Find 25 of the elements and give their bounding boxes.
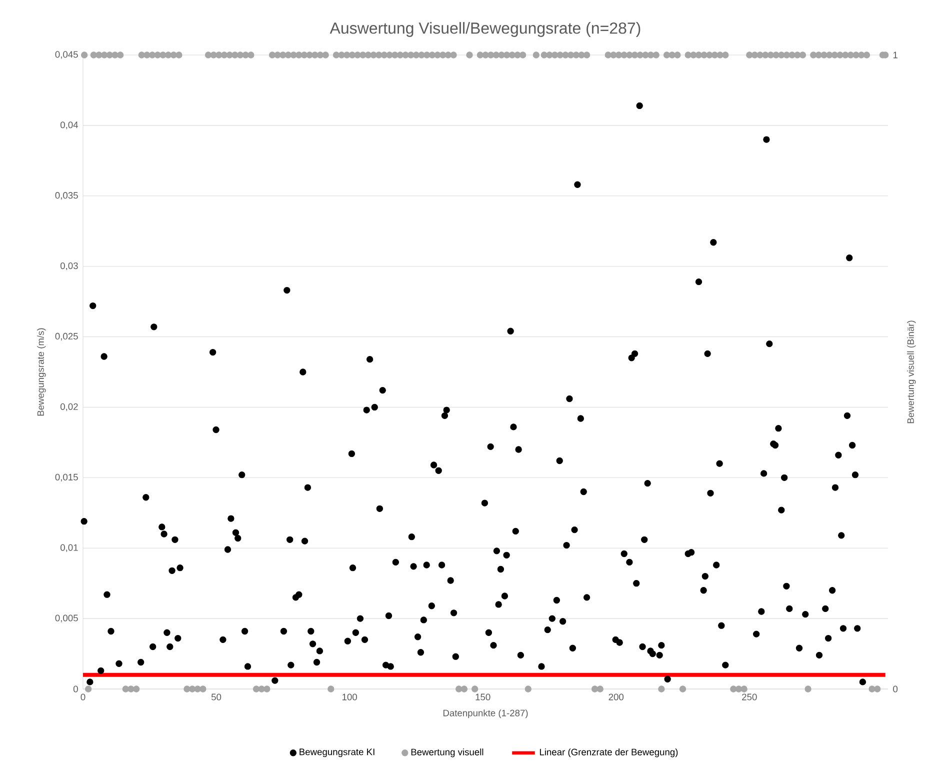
y-tick-label: 0,01 xyxy=(60,544,78,552)
x-tick-label: 50 xyxy=(211,694,222,700)
chart-title: Auswertung Visuell/Bewegungsrate (n=287) xyxy=(330,22,640,37)
y-tick-label: 0 xyxy=(73,686,78,692)
y-tick-label: 0,035 xyxy=(55,192,78,200)
y-tick-label: 0,045 xyxy=(55,51,78,59)
y-tick-label: 0,005 xyxy=(55,614,78,622)
x-tick-label: 0 xyxy=(80,694,86,700)
x-axis-title: Datenpunkte (1-287) xyxy=(443,709,528,718)
y2-tick-label: 0 xyxy=(893,686,898,692)
y-tick-label: 0,03 xyxy=(60,262,78,270)
legend-label: Linear (Grenzrate der Bewegung) xyxy=(540,748,678,758)
y-tick-label: 0,025 xyxy=(55,332,78,341)
x-tick-label: 200 xyxy=(608,694,624,700)
y-tick-label: 0,04 xyxy=(60,122,78,130)
y2-tick-label: 1 xyxy=(893,52,898,58)
y-tick-label: 0,02 xyxy=(60,403,78,412)
x-tick-label: 150 xyxy=(476,694,490,700)
y-tick-label: 0,015 xyxy=(55,474,78,482)
x-tick-label: 100 xyxy=(342,694,357,700)
x-tick-label: 250 xyxy=(742,694,757,700)
legend-label: Bewertung visuell xyxy=(411,748,484,758)
y2-axis-title: Bewertung visuell (Binär) xyxy=(907,320,916,424)
legend-label: Bewegungsrate KI xyxy=(300,748,374,758)
y-axis-title: Bewegungsrate (m/s) xyxy=(37,328,46,416)
